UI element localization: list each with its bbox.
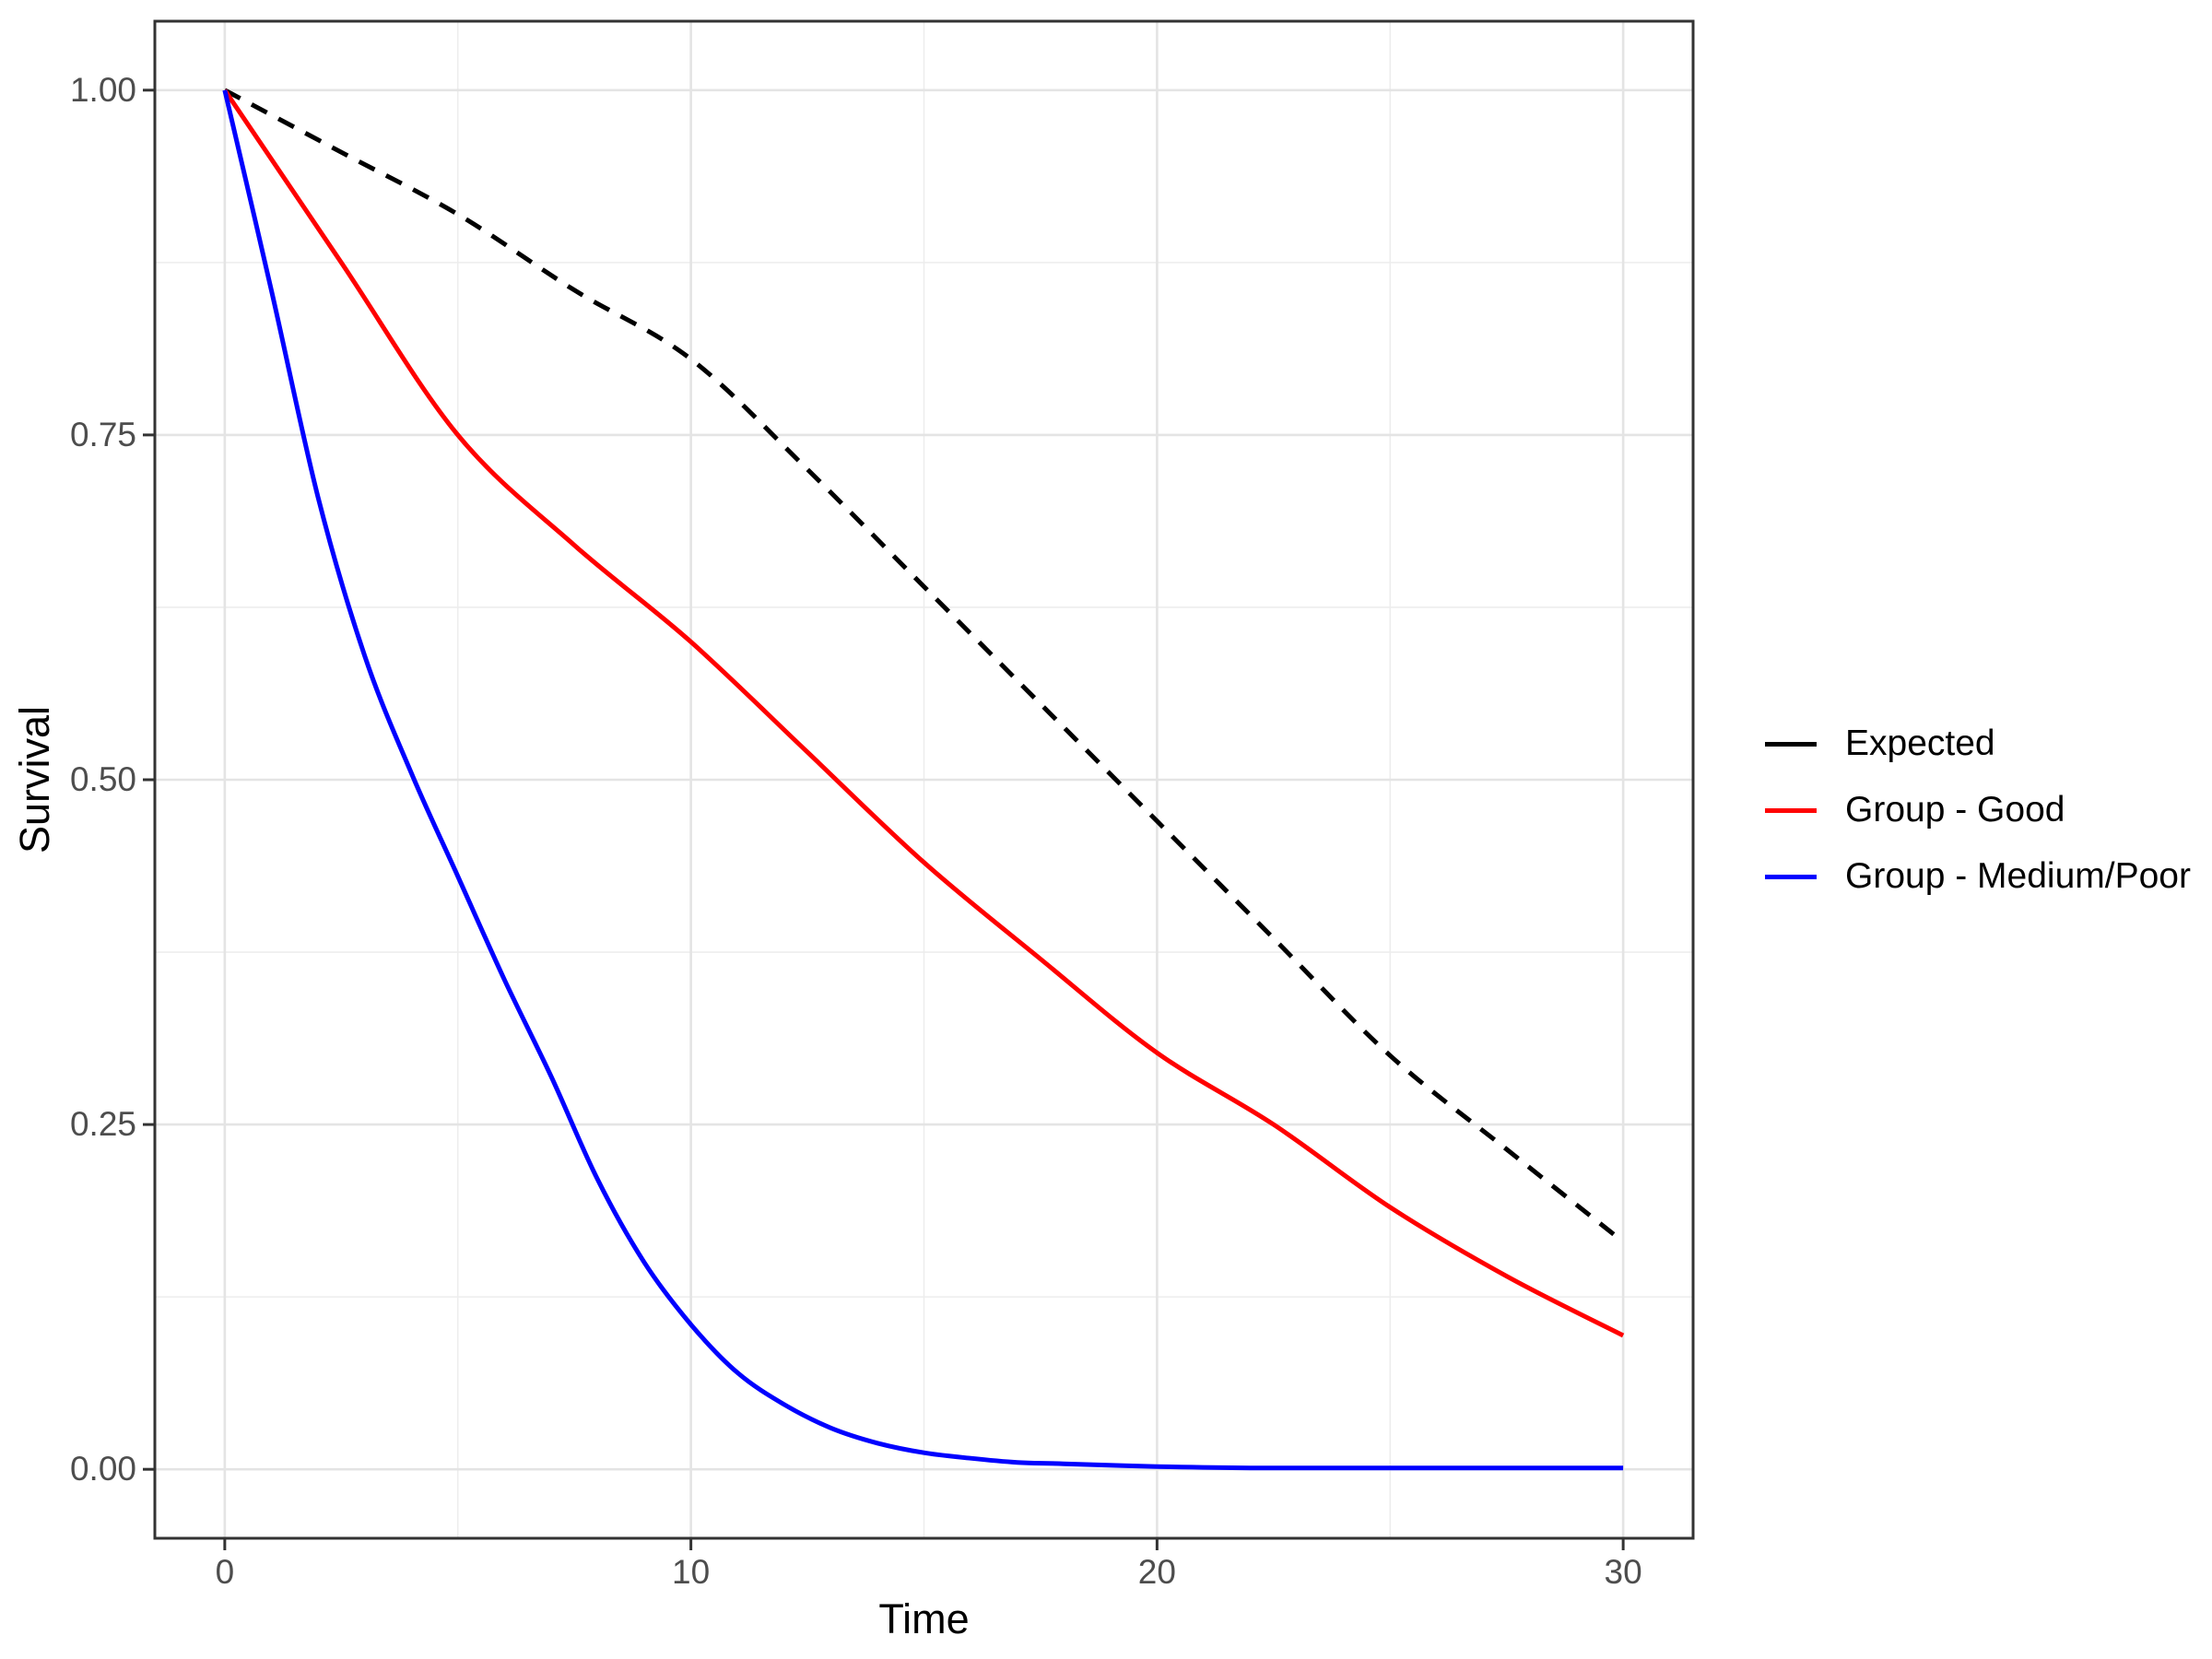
y-tick-label: 0.00 [69,1450,136,1488]
y-tick-label: 0.50 [69,760,136,798]
major-gridlines [155,21,1693,1538]
series-line-group-good [222,88,1625,1338]
x-tick-label: 20 [1137,1553,1176,1591]
x-tick-label: 30 [1604,1553,1642,1591]
x-tick-label: 10 [672,1553,711,1591]
legend-item-expected: Expected [1765,721,2191,767]
y-tick-label: 1.00 [69,70,136,109]
legend-item-label: Expected [1845,724,1995,763]
legend-key-line [1765,807,1817,813]
legend-item-group-medium-poor: Group - Medium/Poor [1765,853,2191,900]
x-axis-title: Time [878,1595,970,1642]
series-lines [222,88,1625,1471]
legend-item-group-good: Group - Good [1765,787,2191,833]
y-axis-title: Survival [11,705,58,854]
axis-tick-marks [143,88,1625,1550]
legend: Expected Group - Good Group - Medium/Poo… [1765,721,2191,920]
legend-key-line [1765,874,1817,879]
y-tick-label: 0.75 [69,415,136,453]
legend-item-label: Group - Good [1845,790,2065,830]
legend-key-line [1765,741,1817,747]
x-tick-label: 0 [215,1553,235,1591]
series-line-expected [223,88,1625,1244]
y-tick-label: 0.25 [69,1105,136,1144]
legend-item-label: Group - Medium/Poor [1845,856,2191,896]
series-line-group-medium-poor [222,89,1624,1471]
